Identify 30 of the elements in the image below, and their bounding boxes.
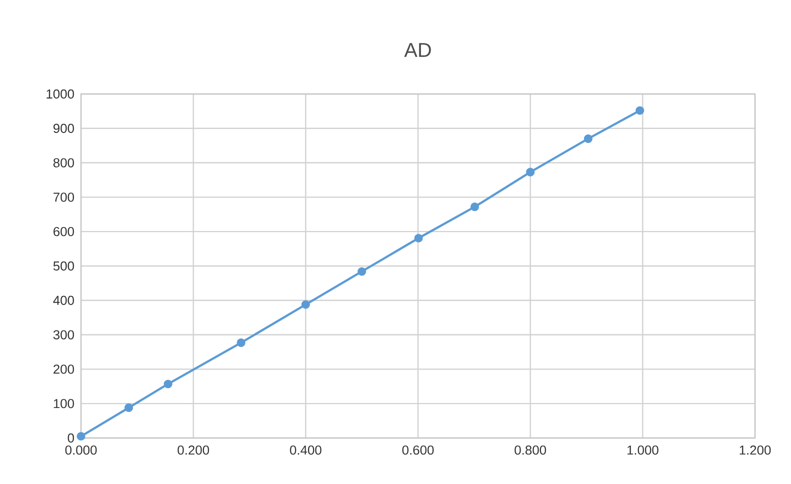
x-tick-label: 1.000	[627, 446, 658, 455]
point	[526, 168, 535, 176]
y-tick-label: 700	[54, 192, 74, 202]
point	[76, 432, 86, 441]
x-tick-label: 0.000	[65, 446, 97, 455]
x-tick-label: 0.200	[178, 446, 210, 455]
x-tick-label: 0.800	[514, 446, 546, 455]
y-tick-label: 0	[68, 433, 74, 443]
y-tick-label: 300	[53, 330, 74, 340]
y-tick-label: 500	[53, 261, 74, 271]
y-tick-label: 100	[54, 398, 74, 408]
y-tick-label: 400	[53, 296, 74, 305]
point	[236, 338, 246, 347]
point	[301, 300, 310, 309]
point	[584, 134, 592, 143]
point	[124, 403, 134, 412]
y-tick-label: 1000	[46, 89, 74, 99]
point	[636, 106, 644, 115]
y-tick-label: 800	[53, 158, 74, 168]
point	[470, 202, 480, 212]
x-tick-label: 0.400	[290, 446, 322, 455]
x-tick-label: 0.600	[402, 446, 434, 455]
point	[358, 267, 366, 276]
point	[414, 234, 423, 242]
point	[164, 380, 172, 388]
y-tick-label: 600	[54, 226, 74, 236]
y-tick-label: 900	[53, 124, 74, 133]
y-tick-label: 200	[54, 364, 74, 374]
chart-title: AD	[404, 43, 431, 57]
x-tick-label: 1.200	[740, 446, 771, 455]
